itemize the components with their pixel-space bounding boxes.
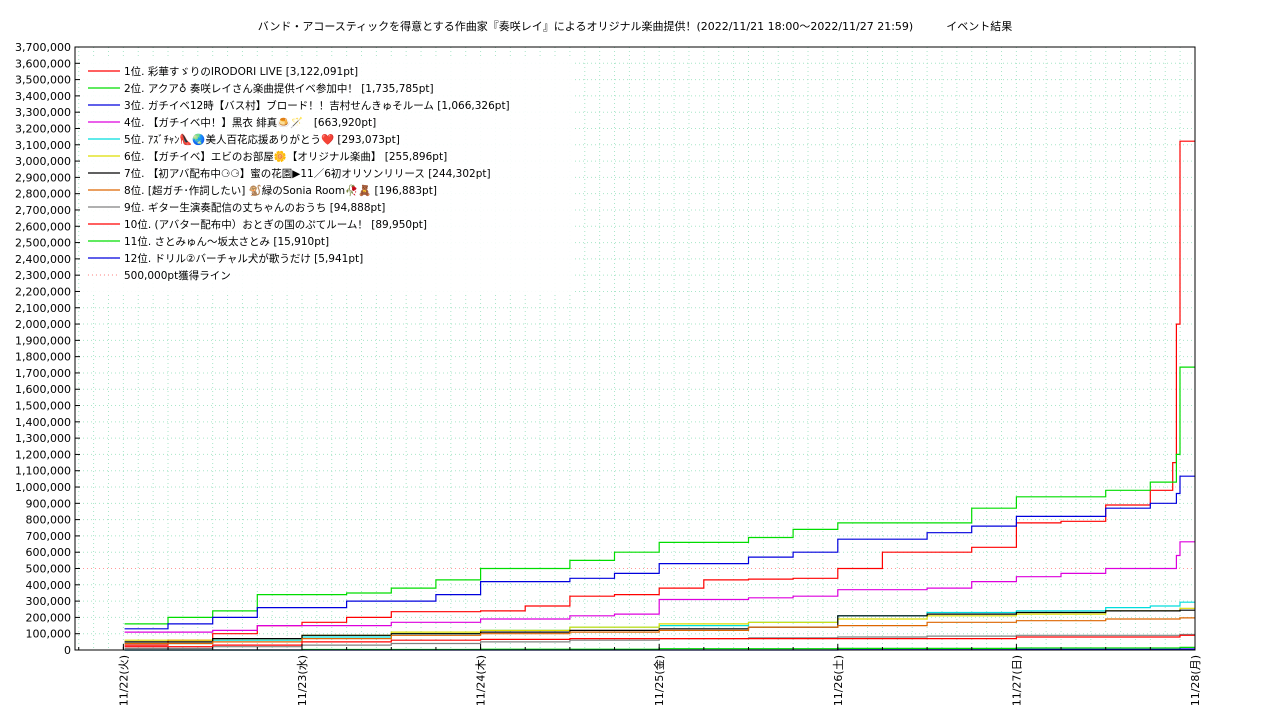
y-tick-label: 400,000 xyxy=(26,579,72,592)
legend-label: 12位. ドリル②バーチャル犬が歌うだけ [5,941pt] xyxy=(124,252,363,265)
x-tick-label: 11/22(火) xyxy=(117,655,130,706)
x-tick-label: 11/23(水) xyxy=(296,655,309,706)
legend: 1位. 彩華すゞりのIRODORI LIVE [3,122,091pt] 2位. … xyxy=(82,57,572,292)
x-tick-label: 11/28(月) xyxy=(1189,655,1202,706)
y-tick-label: 1,600,000 xyxy=(15,383,71,396)
y-tick-label: 3,000,000 xyxy=(15,155,71,168)
y-tick-label: 2,000,000 xyxy=(15,318,71,331)
y-tick-label: 3,700,000 xyxy=(15,41,71,54)
y-tick-label: 2,700,000 xyxy=(15,204,71,217)
y-tick-label: 2,900,000 xyxy=(15,171,71,184)
legend-label: 10位. (アバター配布中）おとぎの国のぷてルーム！ [89,950pt] xyxy=(124,218,427,231)
legend-label: 1位. 彩華すゞりのIRODORI LIVE [3,122,091pt] xyxy=(124,65,358,78)
y-tick-label: 1,700,000 xyxy=(15,367,71,380)
legend-label: 11位. さとみゅん〜坂太さとみ [15,910pt] xyxy=(124,235,329,248)
y-tick-label: 1,900,000 xyxy=(15,334,71,347)
series-line-1 xyxy=(124,140,1195,646)
y-tick-label: 100,000 xyxy=(26,628,72,641)
y-tick-label: 2,800,000 xyxy=(15,188,71,201)
y-tick-label: 1,100,000 xyxy=(15,465,71,478)
y-tick-label: 3,100,000 xyxy=(15,139,71,152)
y-tick-label: 0 xyxy=(64,644,71,657)
legend-label: 3位. ガチイベ12時【バス村】ブロード！！吉村せんきゅそルーム [1,066,… xyxy=(124,99,510,112)
legend-box xyxy=(82,57,572,292)
y-tick-label: 300,000 xyxy=(26,595,72,608)
y-axis: 0 100,000 200,000 300,000 400,000 500,000 600,… xyxy=(15,41,80,657)
x-tick-label: 11/26(土) xyxy=(832,655,845,706)
y-tick-label: 1,800,000 xyxy=(15,351,71,364)
legend-label: 2位. アクア♁ 奏咲レイさん楽曲提供イベ参加中！ [1,735,785pt] xyxy=(124,82,434,95)
x-axis: 11/22(火) 11/23(水) 11/24(木) 11/25(金) 11/26(土)… xyxy=(78,644,1202,706)
y-tick-label: 2,600,000 xyxy=(15,220,71,233)
x-tick-label: 11/27(日) xyxy=(1010,655,1023,706)
y-tick-label: 2,200,000 xyxy=(15,285,71,298)
series-line-8 xyxy=(124,617,1195,645)
y-tick-label: 500,000 xyxy=(26,563,72,576)
series-line-10 xyxy=(124,634,1195,648)
y-tick-label: 800,000 xyxy=(26,514,72,527)
y-tick-label: 2,500,000 xyxy=(15,237,71,250)
y-tick-label: 1,000,000 xyxy=(15,481,71,494)
series-line-3 xyxy=(124,475,1195,630)
chart-title: バンド・アコースティックを得意とする作曲家『奏咲レイ』によるオリジナル楽曲提供！… xyxy=(257,20,1013,33)
legend-label: 9位. ギター生演奏配信の丈ちゃんのおうち [94,888pt] xyxy=(124,201,385,214)
legend-label: 6位. 【ガチイベ】エビのお部屋🌼【オリジナル楽曲】 [255,896pt] xyxy=(124,150,447,163)
y-tick-label: 1,300,000 xyxy=(15,432,71,445)
y-tick-label: 1,200,000 xyxy=(15,448,71,461)
legend-label: 500,000pt獲得ライン xyxy=(124,269,231,282)
y-tick-label: 2,300,000 xyxy=(15,269,71,282)
y-tick-label: 700,000 xyxy=(26,530,72,543)
y-tick-label: 2,400,000 xyxy=(15,253,71,266)
y-tick-label: 3,200,000 xyxy=(15,122,71,135)
x-tick-label: 11/24(木) xyxy=(475,655,488,706)
y-tick-label: 1,500,000 xyxy=(15,400,71,413)
y-tick-label: 1,400,000 xyxy=(15,416,71,429)
y-tick-label: 2,100,000 xyxy=(15,302,71,315)
y-tick-label: 3,300,000 xyxy=(15,106,71,119)
series-line-4 xyxy=(124,541,1195,633)
legend-label: 7位. 【初アバ配布中⚆⚆】蜜の花園▶11／6初オリソンリリース [244,30… xyxy=(124,167,491,180)
legend-label: 5位. ｱｽﾞﾁｬﾝ👠🌏美人百花応援ありがとう❤️ [293,073pt] xyxy=(124,133,400,146)
series-lines xyxy=(124,140,1195,651)
x-tick-label: 11/25(金) xyxy=(652,655,666,706)
plot-frame xyxy=(74,46,1196,651)
y-tick-label: 200,000 xyxy=(26,611,72,624)
y-tick-label: 900,000 xyxy=(26,497,72,510)
legend-label: 8位. [超ガチ･作詞したい] 🐒緑のSonia Room🥀🧸 [196,883… xyxy=(124,184,437,197)
series-line-7 xyxy=(124,609,1195,643)
y-tick-label: 3,500,000 xyxy=(15,74,71,87)
legend-label: 4位. 【ガチイベ中！】黒衣 緋真🍮🪄 [663,920pt] xyxy=(124,116,376,129)
y-tick-label: 3,400,000 xyxy=(15,90,71,103)
y-tick-label: 3,600,000 xyxy=(15,57,71,70)
series-line-2 xyxy=(124,366,1195,625)
y-tick-label: 600,000 xyxy=(26,546,72,559)
